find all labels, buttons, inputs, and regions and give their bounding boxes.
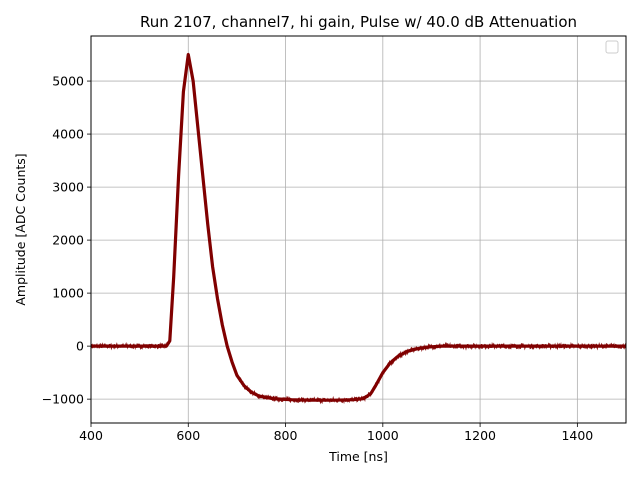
y-tick-label: 3000 — [52, 180, 84, 195]
x-tick-label: 1200 — [464, 428, 496, 443]
y-tick-label: 5000 — [52, 74, 84, 89]
y-tick-label: 2000 — [52, 233, 84, 248]
y-axis-label: Amplitude [ADC Counts] — [13, 153, 28, 305]
y-tick-label: 0 — [76, 339, 84, 354]
legend-box — [605, 40, 619, 54]
x-tick-label: 600 — [176, 428, 200, 443]
data-layer — [90, 52, 627, 405]
plot-frame — [90, 35, 627, 424]
x-tick-label: 800 — [274, 428, 298, 443]
chart-title: Run 2107, channel7, hi gain, Pulse w/ 40… — [140, 13, 577, 31]
ticks: 400 600 800 1000 1200 1400 −1000 0 1000 2000 3000 4… — [42, 74, 594, 443]
series-line — [91, 52, 626, 402]
x-axis-label: Time [ns] — [328, 449, 388, 464]
x-tick-label: 1400 — [561, 428, 593, 443]
x-tick-label: 400 — [79, 428, 103, 443]
grid — [90, 36, 626, 423]
y-tick-label: −1000 — [42, 392, 84, 407]
series-noise — [90, 52, 627, 405]
y-tick-label: 4000 — [52, 127, 84, 142]
x-tick-label: 1000 — [367, 428, 399, 443]
y-tick-label: 1000 — [52, 286, 84, 301]
